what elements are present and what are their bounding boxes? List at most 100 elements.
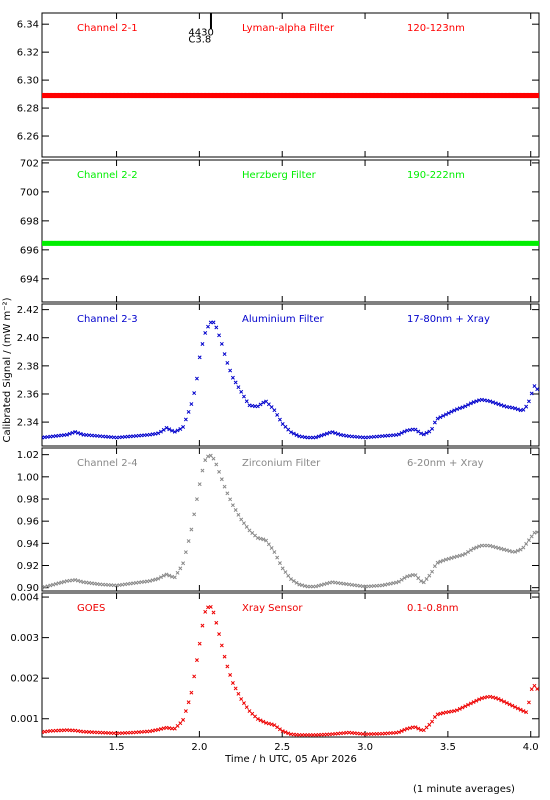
data-point [491, 400, 495, 405]
data-point [402, 727, 407, 732]
data-point [457, 706, 462, 711]
x-tick-label: 2.5 [274, 742, 290, 753]
data-point [62, 579, 67, 584]
data-point [468, 548, 473, 553]
data-point [413, 573, 418, 578]
data-point [313, 435, 318, 440]
data-point [443, 710, 448, 715]
data-point [466, 550, 471, 554]
data-point [535, 687, 539, 691]
data-point [515, 548, 520, 553]
data-point [479, 696, 484, 701]
data-point [161, 726, 166, 731]
flare-annotation: 4430 [188, 28, 213, 39]
data-point [416, 576, 421, 581]
data-point [181, 561, 186, 566]
data-point [449, 556, 454, 560]
data-point [242, 701, 246, 706]
data-point [419, 431, 423, 436]
data-point [399, 431, 404, 435]
data-point [225, 360, 230, 365]
data-point [430, 719, 435, 724]
data-point [73, 430, 78, 434]
data-point [388, 581, 393, 586]
data-point [394, 432, 399, 437]
data-point [214, 325, 219, 330]
data-point [269, 405, 274, 410]
data-point [206, 324, 210, 329]
data-point [496, 402, 501, 407]
data-point [460, 705, 465, 710]
data-point [153, 431, 158, 436]
data-point [427, 722, 432, 727]
data-point [502, 404, 506, 408]
data-point [164, 425, 169, 430]
y-tick-label: 0.90 [17, 583, 39, 594]
data-point [264, 399, 269, 404]
data-point [266, 721, 271, 726]
y-tick-label: 6.26 [17, 132, 39, 143]
data-point [468, 401, 473, 406]
data-point [438, 559, 443, 564]
data-point [504, 701, 509, 705]
data-point [399, 729, 404, 733]
data-point [385, 582, 390, 587]
data-point [181, 717, 186, 722]
data-point [78, 431, 83, 436]
data-point [167, 573, 172, 578]
data-point [333, 431, 338, 436]
data-point [396, 579, 401, 584]
data-point [275, 412, 280, 417]
data-point [219, 643, 224, 648]
data-point [441, 558, 446, 563]
data-point [219, 477, 224, 482]
data-point [327, 430, 332, 435]
data-point [277, 417, 282, 422]
x-tick-label: 4.0 [523, 742, 539, 753]
data-point [488, 399, 493, 404]
data-point [67, 431, 72, 436]
channel-label: Channel 2-2 [77, 170, 138, 181]
data-point [529, 534, 534, 539]
data-point [261, 719, 266, 724]
data-point [244, 705, 249, 710]
data-point [455, 407, 459, 412]
data-point [48, 583, 53, 588]
data-point [258, 718, 263, 723]
data-point [255, 717, 260, 721]
data-point [507, 405, 512, 410]
data-point [515, 706, 520, 711]
data-point [230, 375, 235, 380]
data-point [286, 731, 291, 736]
data-point [515, 407, 520, 412]
data-point [432, 715, 437, 719]
panel-frame [41, 592, 540, 738]
data-point [280, 422, 285, 426]
data-point [430, 569, 435, 574]
data-point [264, 538, 269, 543]
data-point [488, 543, 493, 548]
data-point [510, 703, 515, 708]
y-tick-label: 698 [20, 216, 39, 227]
y-tick-label: 0.96 [17, 517, 39, 528]
data-point [214, 620, 219, 625]
data-point [435, 712, 440, 717]
data-point [277, 727, 282, 732]
data-point [532, 384, 537, 388]
data-point [457, 553, 462, 558]
data-point [300, 583, 305, 588]
data-point [460, 552, 465, 557]
data-point [45, 584, 50, 589]
data-point [477, 544, 482, 549]
data-point [477, 398, 482, 403]
data-point [291, 431, 296, 436]
data-point [427, 573, 432, 578]
band-label: 0.1-0.8nm [407, 603, 459, 614]
data-point [164, 572, 169, 577]
data-point [214, 462, 219, 467]
data-point [150, 432, 155, 437]
data-point [408, 427, 412, 432]
data-point [266, 402, 271, 407]
data-point [178, 427, 183, 431]
